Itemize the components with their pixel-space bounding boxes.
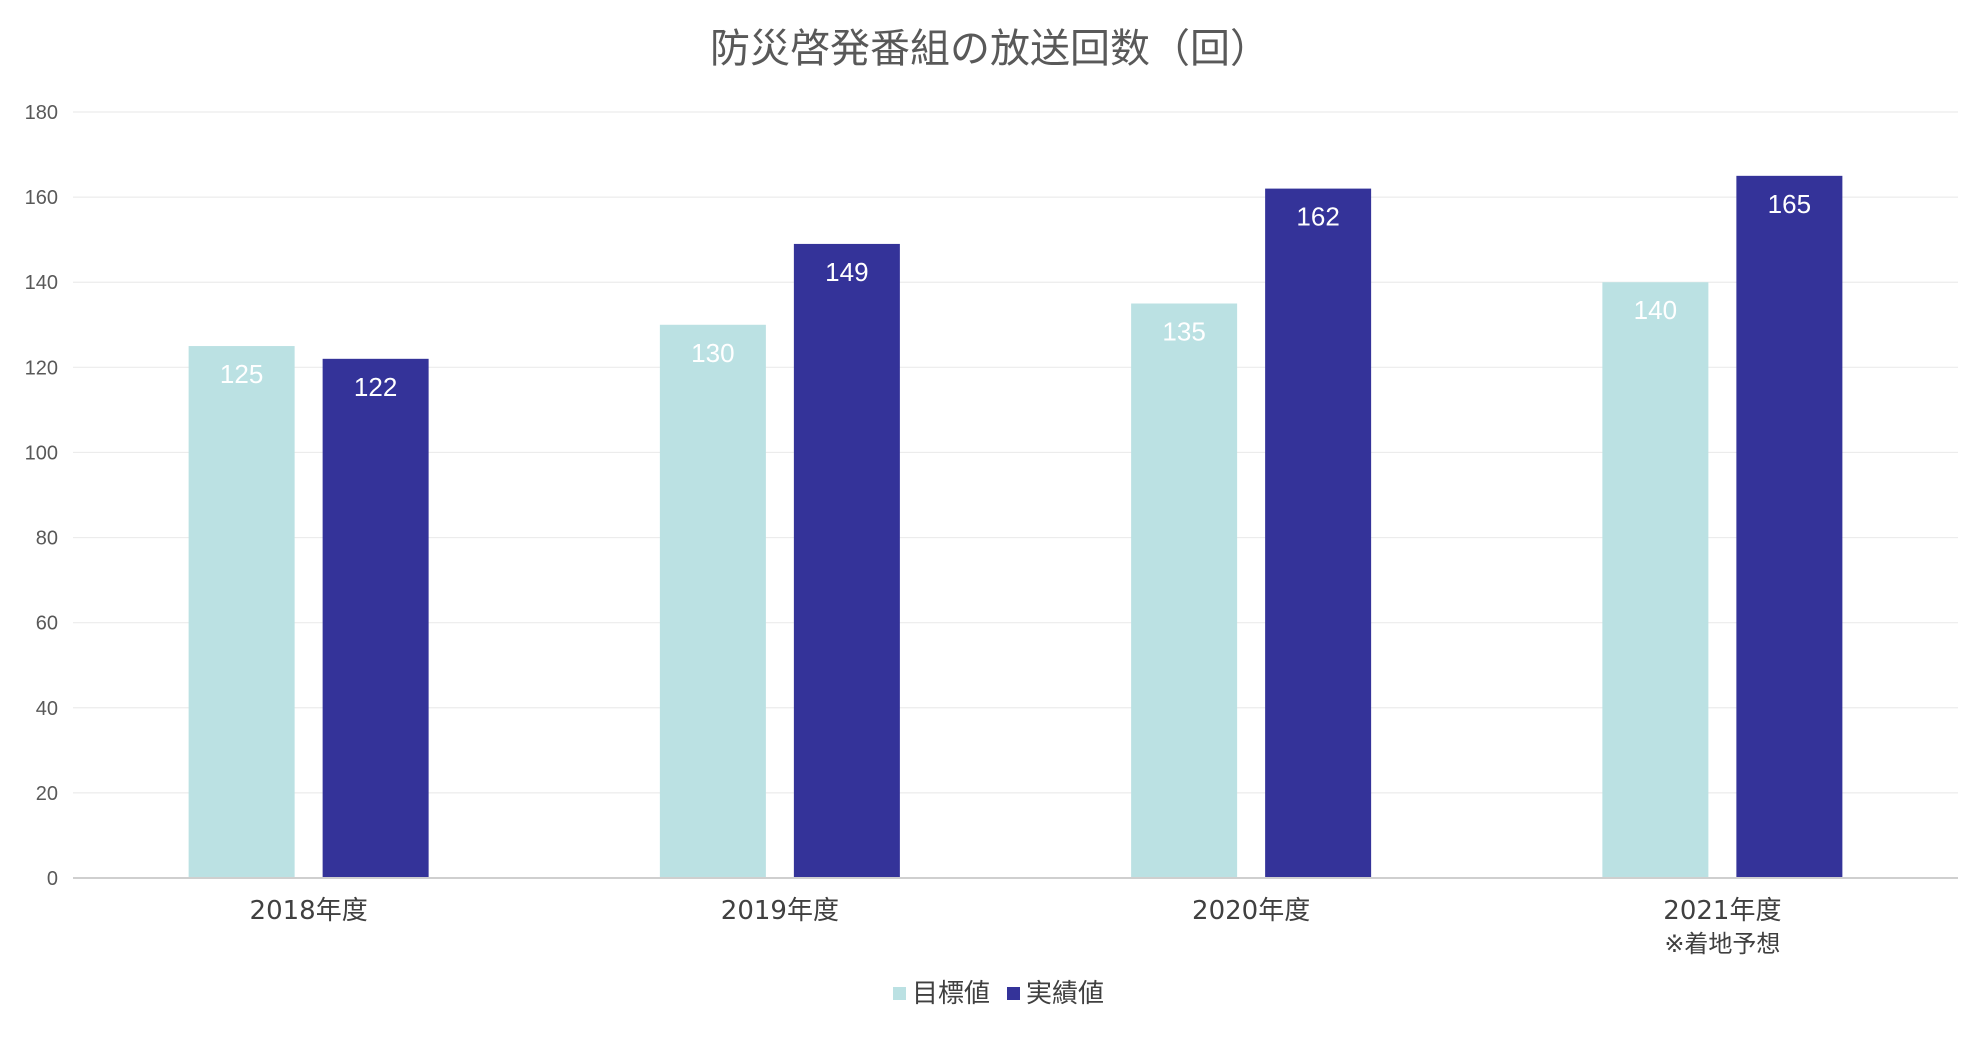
y-tick-label-140: 140 (25, 272, 58, 294)
bars (188, 175, 1843, 879)
legend-label-target: 目標値 (912, 979, 990, 1009)
legend: 目標値 実績値 (893, 979, 1104, 1009)
chart-title: 防災啓発番組の放送回数（回） (710, 26, 1270, 72)
data-label-target-0: 125 (220, 359, 263, 389)
y-tick-label-100: 100 (25, 442, 58, 464)
legend-swatch-actual (1007, 987, 1020, 1000)
y-tick-label-120: 120 (25, 357, 58, 379)
y-tick-label-40: 40 (36, 698, 58, 720)
bar-actual-2 (1265, 188, 1372, 879)
bar-target-3 (1602, 282, 1709, 878)
y-tick-label-20: 20 (36, 783, 58, 805)
data-label-actual-3: 165 (1768, 189, 1811, 219)
bar-target-0 (188, 346, 295, 878)
y-tick-label-160: 160 (25, 187, 58, 209)
y-axis-ticks: 0 20 40 60 80 100 120 140 160 180 (25, 102, 58, 890)
data-label-actual-2: 162 (1296, 202, 1339, 232)
bar-target-1 (659, 324, 766, 878)
y-tick-label-80: 80 (36, 528, 58, 550)
y-tick-label-180: 180 (25, 102, 58, 124)
data-label-actual-0: 122 (354, 372, 397, 402)
y-tick-label-60: 60 (36, 613, 58, 635)
data-label-target-2: 135 (1162, 317, 1205, 347)
x-category-label-1: 2019年度 (721, 896, 839, 926)
bar-target-2 (1131, 303, 1238, 878)
data-label-target-3: 140 (1634, 295, 1677, 325)
data-label-target-1: 130 (691, 338, 734, 368)
x-category-note-3: ※着地予想 (1664, 930, 1780, 958)
data-label-actual-1: 149 (825, 257, 868, 287)
x-axis-categories: 2018年度 2019年度 2020年度 2021年度 ※着地予想 (250, 896, 1782, 958)
x-category-label-3: 2021年度 (1663, 896, 1781, 926)
bar-actual-1 (793, 243, 900, 878)
bar-actual-3 (1736, 175, 1843, 879)
bar-actual-0 (322, 358, 429, 878)
y-tick-label-0: 0 (47, 868, 58, 890)
x-category-label-2: 2020年度 (1192, 896, 1310, 926)
x-category-label-0: 2018年度 (250, 896, 368, 926)
legend-swatch-target (893, 987, 906, 1000)
data-labels: 125 122 130 149 135 162 140 165 (220, 189, 1811, 402)
legend-label-actual: 実績値 (1026, 979, 1104, 1009)
